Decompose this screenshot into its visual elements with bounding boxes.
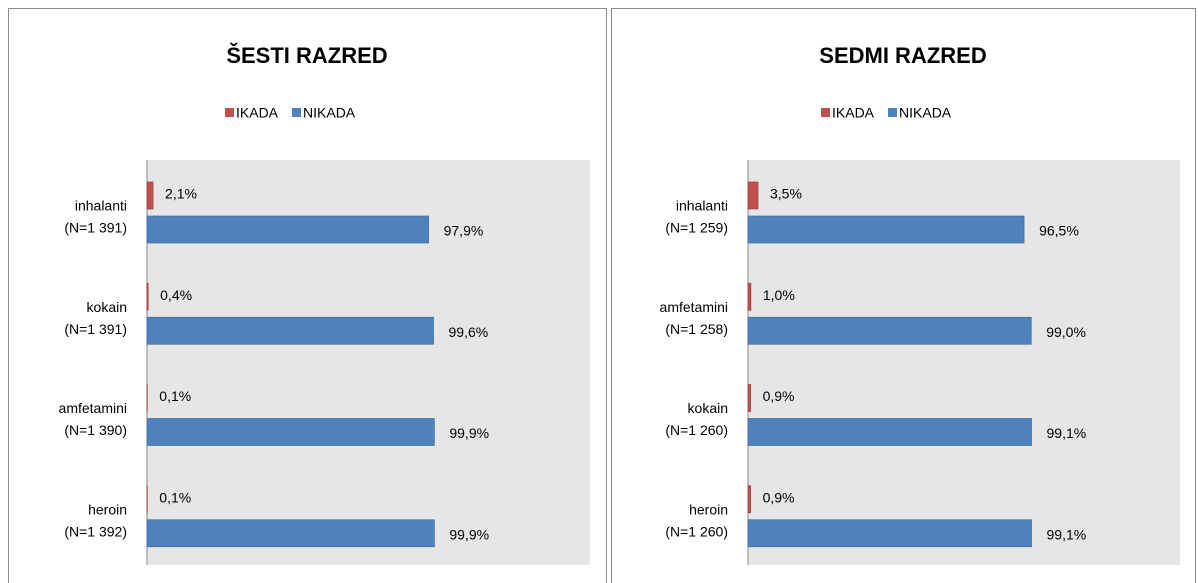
category-label: (N=1 260) bbox=[665, 422, 728, 438]
value-label: 96,5% bbox=[1039, 223, 1079, 239]
legend-label: NIKADA bbox=[899, 105, 952, 121]
category-label: inhalanti bbox=[75, 198, 127, 214]
category-label: heroin bbox=[689, 501, 728, 517]
value-label: 99,9% bbox=[449, 425, 489, 441]
value-label: 3,5% bbox=[770, 186, 802, 202]
legend-swatch bbox=[292, 108, 302, 117]
bar bbox=[146, 181, 154, 210]
category-label: (N=1 392) bbox=[64, 523, 127, 539]
bar bbox=[747, 418, 1032, 446]
value-label: 99,0% bbox=[1046, 324, 1086, 340]
category-label: (N=1 260) bbox=[665, 523, 728, 539]
value-label: 0,9% bbox=[763, 489, 795, 505]
value-label: 0,1% bbox=[159, 388, 191, 404]
value-label: 99,6% bbox=[449, 324, 489, 340]
value-label: 99,1% bbox=[1047, 526, 1087, 542]
bar bbox=[146, 418, 435, 446]
value-label: 0,1% bbox=[159, 489, 191, 505]
category-label: amfetamini bbox=[59, 400, 127, 416]
chart-title: ŠESTI RAZRED bbox=[226, 43, 387, 68]
legend-swatch bbox=[225, 108, 234, 117]
category-label: (N=1 391) bbox=[64, 220, 127, 236]
bar bbox=[146, 316, 434, 345]
bar bbox=[747, 282, 752, 311]
category-label: kokain bbox=[688, 400, 728, 416]
category-label: (N=1 390) bbox=[64, 422, 127, 438]
category-label: (N=1 259) bbox=[665, 220, 728, 236]
bar bbox=[747, 316, 1032, 345]
value-label: 0,9% bbox=[763, 388, 795, 404]
legend-label: NIKADA bbox=[303, 105, 356, 121]
value-label: 0,4% bbox=[160, 287, 192, 303]
legend-label: IKADA bbox=[236, 105, 279, 121]
category-label: amfetamini bbox=[660, 299, 728, 315]
value-label: 1,0% bbox=[763, 287, 795, 303]
chart-title: SEDMI RAZRED bbox=[819, 43, 986, 68]
bar bbox=[747, 384, 751, 412]
category-label: (N=1 258) bbox=[665, 321, 728, 337]
bar bbox=[146, 519, 435, 548]
category-label: (N=1 391) bbox=[64, 321, 127, 337]
bar bbox=[146, 215, 429, 244]
bar bbox=[747, 181, 759, 210]
category-label: heroin bbox=[88, 501, 127, 517]
value-label: 99,9% bbox=[449, 526, 489, 542]
legend-swatch bbox=[888, 108, 898, 117]
bar bbox=[146, 282, 149, 311]
legend-swatch bbox=[821, 108, 830, 117]
value-label: 99,1% bbox=[1047, 425, 1087, 441]
bar bbox=[747, 519, 1032, 548]
bar bbox=[747, 485, 751, 514]
value-label: 2,1% bbox=[165, 186, 197, 202]
category-label: kokain bbox=[87, 299, 127, 315]
value-label: 97,9% bbox=[444, 223, 484, 239]
category-label: inhalanti bbox=[676, 198, 728, 214]
bar bbox=[747, 215, 1025, 244]
legend-label: IKADA bbox=[832, 105, 875, 121]
